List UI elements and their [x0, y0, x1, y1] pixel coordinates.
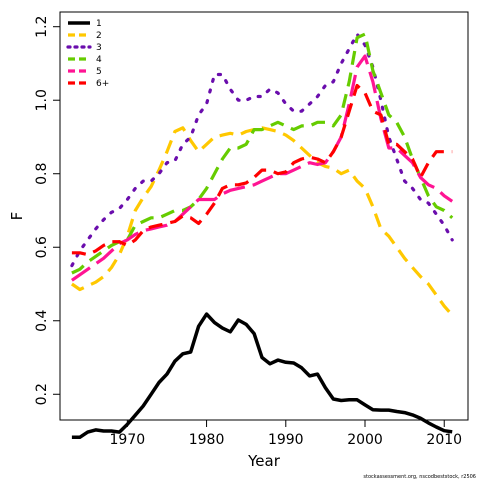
- legend-label: 2: [96, 31, 102, 41]
- x-axis: 1970 1980 1990 2000 2010: [110, 419, 462, 448]
- x-tick-label: 1990: [268, 432, 304, 448]
- y-tick-label: 0.2: [34, 383, 50, 405]
- x-tick-label: 1980: [189, 432, 225, 448]
- series-line-4: [71, 32, 454, 275]
- y-axis: 0.2 0.4 0.6 0.8 1.0 1.2: [34, 16, 61, 405]
- x-axis-title: Year: [247, 452, 281, 470]
- y-tick-label: 0.6: [34, 236, 50, 258]
- series-line-5: [70, 54, 454, 282]
- footnote: stockassessment.org, nscodbeststock, r25…: [363, 474, 476, 480]
- y-axis-title: F: [8, 212, 26, 221]
- series-line-2: [70, 126, 454, 317]
- x-tick-label: 2000: [347, 432, 383, 448]
- legend-label: 5: [96, 67, 102, 77]
- y-tick-label: 0.8: [34, 163, 50, 185]
- legend-label: 4: [96, 55, 102, 65]
- y-tick-label: 0.4: [34, 310, 50, 332]
- series-line-3: [70, 32, 454, 268]
- legend-label: 6+: [96, 79, 109, 89]
- x-tick-label: 2010: [426, 432, 462, 448]
- series-layer: [70, 32, 454, 440]
- series-line-1: [71, 312, 453, 440]
- x-tick-label: 1970: [110, 432, 146, 448]
- legend: 1 2 3 4 5 6+: [66, 19, 109, 89]
- y-tick-label: 1.2: [34, 16, 50, 38]
- legend-label: 1: [96, 19, 102, 29]
- legend-label: 3: [96, 43, 102, 53]
- y-tick-label: 1.0: [34, 89, 50, 111]
- series-line-6+: [71, 83, 453, 257]
